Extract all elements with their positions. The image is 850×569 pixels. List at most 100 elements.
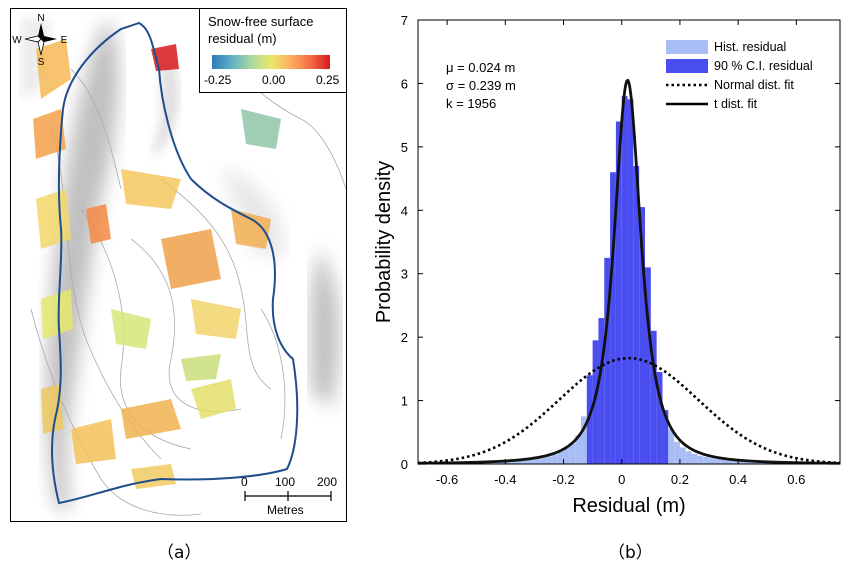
normal-fit-curve <box>417 356 841 465</box>
x-tick-label: 0.4 <box>729 472 747 487</box>
hist-bar <box>621 96 628 464</box>
x-tick-label: 0.2 <box>671 472 689 487</box>
hist-bar <box>551 454 558 464</box>
hist-bar <box>516 460 523 464</box>
scale-tick: 200 <box>317 475 338 489</box>
hist-bar <box>650 330 657 464</box>
map-panel: Snow-free surface residual (m) -0.25 0.0… <box>10 8 347 522</box>
plot-frame <box>417 19 841 465</box>
scale-tick: 100 <box>275 475 296 489</box>
y-tick-label: 6 <box>401 76 408 91</box>
x-tick-label: -0.2 <box>552 472 574 487</box>
hist-bar <box>604 257 611 464</box>
hist-bar <box>627 99 634 465</box>
stats-text: μ = 0.024 m σ = 0.239 m k = 1956 <box>446 60 516 111</box>
study-area-outline <box>51 21 299 505</box>
scale-tick: 0 <box>241 475 248 489</box>
hist-bar <box>656 372 663 464</box>
hist-bar <box>575 435 581 464</box>
y-tick-label: 5 <box>401 140 408 155</box>
legend-label: Normal dist. fit <box>714 78 794 92</box>
hist-bar <box>709 458 715 464</box>
x-tick-label: -0.4 <box>494 472 516 487</box>
hist-bar <box>645 267 651 464</box>
hist-bar <box>679 447 686 464</box>
t-fit-curve <box>417 78 841 465</box>
hist-bar <box>598 318 605 464</box>
hist-bar <box>569 443 576 464</box>
hist-bar <box>540 457 547 464</box>
hist-bar <box>580 416 587 464</box>
y-tick-label: 4 <box>401 203 408 218</box>
hist-bar <box>592 340 599 464</box>
hist-bar <box>534 458 541 464</box>
caption-a: （a） <box>157 543 202 563</box>
legend-label: t dist. fit <box>714 97 758 111</box>
y-tick-label: 7 <box>401 13 408 28</box>
hist-bar <box>522 459 529 464</box>
hist-bar <box>703 457 710 464</box>
hist-bar <box>615 121 622 464</box>
x-tick-label: 0 <box>618 472 625 487</box>
hist-bar <box>546 456 552 464</box>
chart-legend: Hist. residual 90 % C.I. residual Normal d… <box>666 40 813 111</box>
scale-bar: 0 100 200 Metres <box>239 475 339 519</box>
hist-bar <box>610 172 616 464</box>
hist-bar <box>586 375 593 464</box>
stat-sigma: σ = 0.239 m <box>446 78 516 93</box>
histogram <box>418 96 838 465</box>
hist-bar <box>697 455 704 464</box>
hist-bar <box>528 458 535 464</box>
x-axis-label: Residual (m) <box>572 495 685 517</box>
axes: -0.6 -0.4 -0.2 0 0.2 0.4 0.6 0 1 2 3 4 5 6 7 <box>401 13 840 487</box>
compass-n: N <box>37 13 44 24</box>
scale-unit: Metres <box>267 503 304 517</box>
y-axis-label: Probability density <box>373 161 395 323</box>
hist-bar <box>662 410 669 464</box>
hist-bar <box>685 451 692 464</box>
stat-mu: μ = 0.024 m <box>446 60 515 75</box>
compass-s: S <box>38 57 45 68</box>
colorbar <box>212 55 330 69</box>
legend-swatch <box>666 40 708 54</box>
colorbar-tick: 0.25 <box>316 73 340 87</box>
x-tick-label: 0.6 <box>787 472 805 487</box>
hist-bar <box>732 460 739 464</box>
colorbar-legend: Snow-free surface residual (m) -0.25 0.0… <box>199 9 346 93</box>
stat-k: k = 1956 <box>446 96 496 111</box>
x-tick-label: -0.6 <box>436 472 458 487</box>
hist-bar <box>743 461 750 464</box>
y-tick-label: 3 <box>401 267 408 282</box>
hist-bar <box>511 460 517 464</box>
hist-bar <box>633 165 640 464</box>
hist-bar <box>720 459 727 464</box>
hist-bar <box>505 460 512 464</box>
hist-bar <box>714 458 721 464</box>
legend-label: Hist. residual <box>714 40 786 54</box>
colorbar-tick: 0.00 <box>262 73 286 87</box>
caption-b: （b） <box>608 543 653 563</box>
colorbar-tick: -0.25 <box>204 73 232 87</box>
fit-curves <box>417 78 841 465</box>
hist-bar <box>738 460 744 464</box>
hist-bar <box>749 461 756 464</box>
y-tick-label: 1 <box>401 394 408 409</box>
hist-bar <box>755 462 762 464</box>
hist-bar <box>674 441 680 464</box>
compass-e: E <box>61 35 68 46</box>
hist-bar <box>499 461 506 464</box>
hist-bar <box>563 448 570 464</box>
hist-bar <box>726 460 733 464</box>
density-chart: -0.6 -0.4 -0.2 0 0.2 0.4 0.6 0 1 2 3 4 5 6 7 Residual … <box>373 13 841 517</box>
hist-bar <box>691 453 698 464</box>
compass-icon: N S E W <box>12 13 68 68</box>
legend-title: Snow-free surface residual (m) <box>208 14 314 46</box>
y-tick-label: 0 <box>401 457 408 472</box>
legend-label: 90 % C.I. residual <box>714 59 813 73</box>
legend-swatch <box>666 59 708 73</box>
hist-bar <box>639 207 646 464</box>
y-tick-label: 2 <box>401 330 408 345</box>
scale-line <box>244 491 332 501</box>
hist-bar <box>668 429 675 464</box>
hist-bar <box>557 451 564 464</box>
